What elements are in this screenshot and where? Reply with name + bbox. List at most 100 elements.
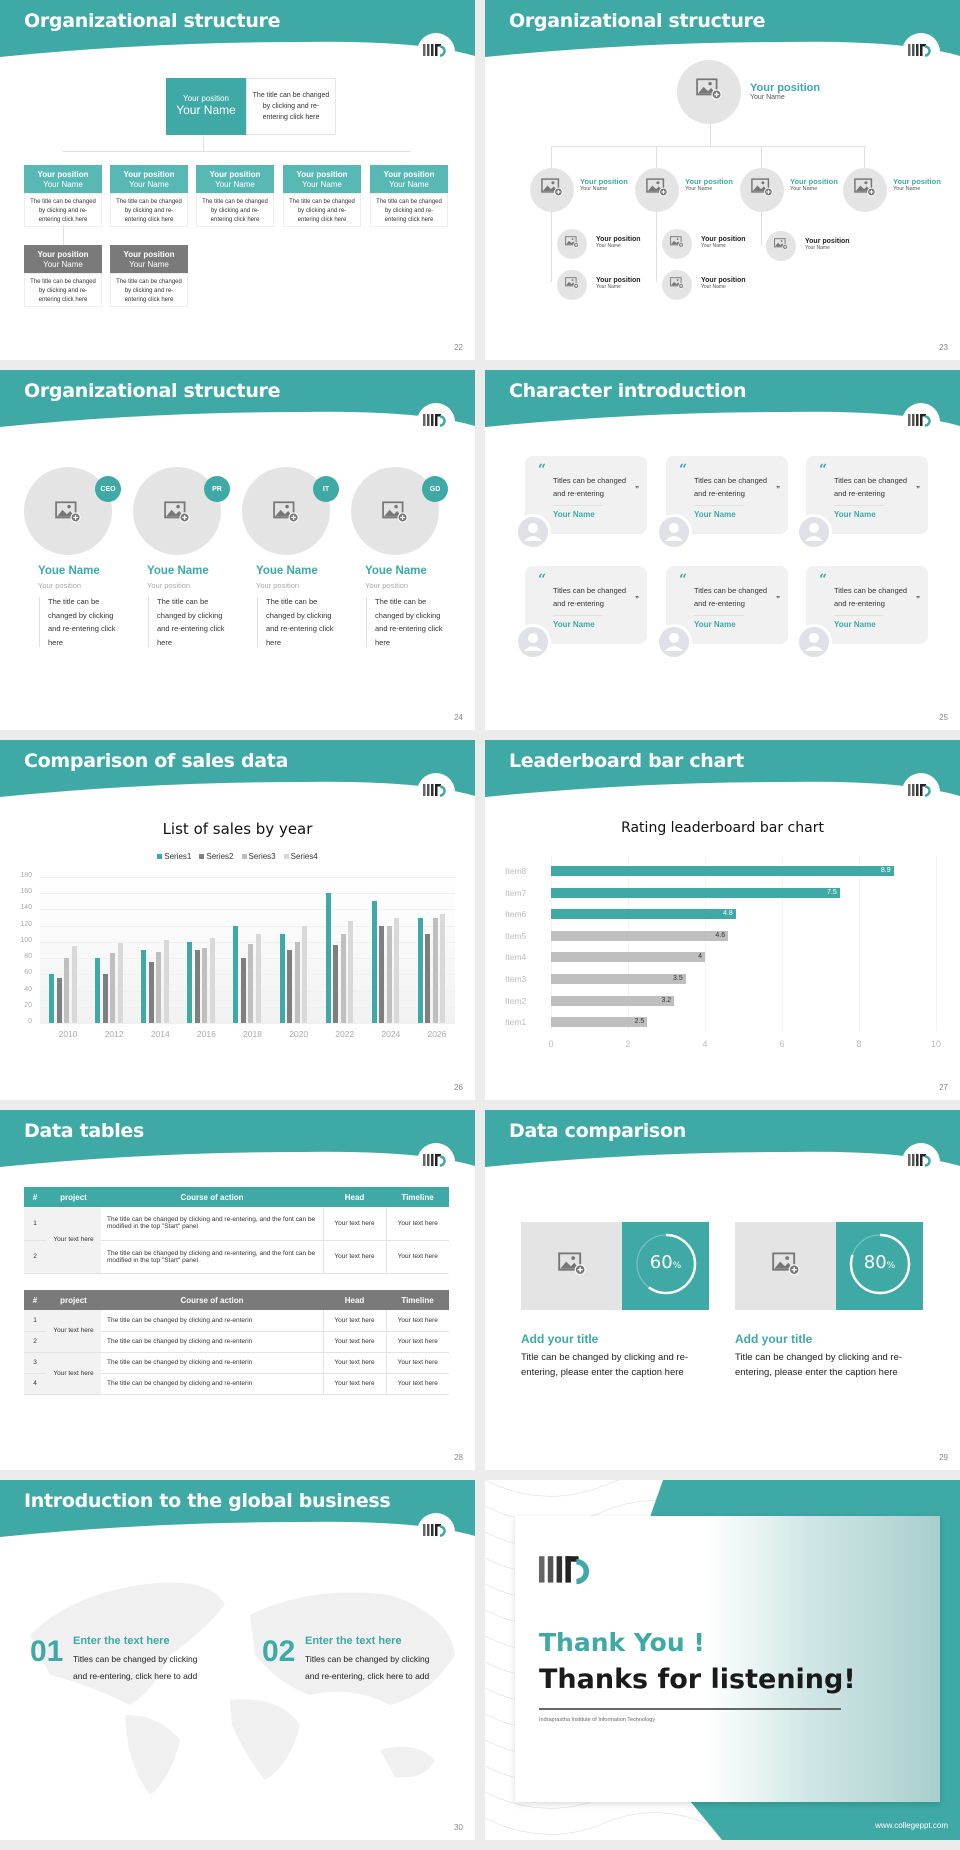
world-map-background (10, 1565, 465, 1800)
table-row: 1 Your text here The title can be changed … (24, 1310, 449, 1353)
image-add-icon[interactable] (273, 501, 299, 528)
chart-title: Rating leaderboard bar chart (621, 820, 824, 836)
bar[interactable] (348, 920, 354, 1023)
bar[interactable] (141, 950, 147, 1023)
bar[interactable] (379, 925, 385, 1023)
bar[interactable] (279, 933, 285, 1023)
gridline (859, 856, 860, 1031)
bar[interactable] (187, 941, 193, 1023)
org-box: Your position Your Name The title can be c… (370, 165, 448, 227)
avatar-placeholder[interactable] (677, 60, 741, 124)
gridline (40, 941, 455, 943)
slide-title: Organizational structure (24, 10, 281, 32)
avatar-placeholder[interactable] (740, 168, 784, 212)
iiitd-logo-icon (908, 783, 934, 802)
y-tick: 100 (20, 936, 32, 944)
bar[interactable] (233, 925, 239, 1023)
avatar-placeholder[interactable] (662, 229, 692, 259)
image-add-icon[interactable] (164, 501, 190, 528)
slide-s23: Organizational structure 23 Your position Y… (485, 0, 960, 360)
bar[interactable]: 3.2 (551, 995, 675, 1006)
bar[interactable] (440, 913, 446, 1023)
y-tick: 180 (20, 872, 32, 879)
gridline (40, 974, 455, 976)
page-number: 30 (454, 1823, 463, 1832)
avatar-placeholder[interactable] (662, 270, 692, 300)
bar[interactable] (333, 945, 339, 1023)
bar[interactable]: 4.8 (551, 909, 736, 920)
bar[interactable]: 2.5 (551, 1017, 648, 1028)
divider (834, 505, 884, 506)
bar[interactable]: 7.5 (551, 887, 840, 898)
bar[interactable] (340, 933, 346, 1023)
bar[interactable] (394, 917, 400, 1023)
bar[interactable] (240, 958, 246, 1023)
slide-title: Comparison of sales data (24, 750, 289, 772)
bar[interactable] (287, 950, 293, 1023)
image-placeholder[interactable] (521, 1222, 622, 1310)
action-cell: The title can be changed by clicking and… (101, 1352, 323, 1374)
bar[interactable] (102, 974, 108, 1023)
bar[interactable] (64, 958, 69, 1023)
bar[interactable] (302, 925, 308, 1023)
image-add-icon[interactable] (55, 501, 81, 528)
role-badge: CEO (95, 476, 121, 502)
gridline (628, 856, 629, 1031)
org-box-desc: The title can be changed by clicking and… (110, 193, 188, 227)
slide-s22: Organizational structure 22 Your position Y… (0, 0, 475, 360)
bar[interactable] (156, 951, 162, 1023)
bar[interactable] (95, 958, 101, 1023)
website-link: www.collegeppt.com (875, 1821, 948, 1830)
page-number: 26 (454, 1083, 463, 1092)
slide-header: Data comparison (485, 1110, 960, 1170)
name-label: Your Name (685, 186, 713, 193)
org-box-header: Your position Your Name (24, 165, 102, 193)
divider (694, 505, 744, 506)
bar[interactable] (163, 940, 169, 1023)
close-quote-icon: ” (635, 485, 639, 494)
bar[interactable] (386, 925, 392, 1023)
avatar-placeholder[interactable] (557, 229, 587, 259)
bar[interactable] (432, 917, 438, 1023)
bar[interactable]: 4 (551, 952, 705, 963)
bar[interactable] (194, 950, 200, 1023)
avatar-placeholder[interactable] (843, 168, 887, 212)
avatar-placeholder[interactable] (635, 168, 679, 212)
data-label: 4.6 (715, 931, 726, 939)
bar[interactable] (371, 901, 377, 1023)
bar[interactable] (117, 942, 123, 1023)
bar[interactable] (255, 933, 261, 1023)
bar[interactable] (56, 978, 62, 1023)
bar[interactable] (110, 953, 116, 1023)
bar[interactable] (71, 945, 77, 1023)
avatar-placeholder[interactable] (557, 270, 587, 300)
percent-unit: % (886, 1261, 896, 1271)
user-icon (524, 633, 542, 651)
bar[interactable] (209, 937, 215, 1023)
bar[interactable] (49, 974, 54, 1023)
bar[interactable] (248, 943, 254, 1023)
bar[interactable]: 3.5 (551, 974, 686, 984)
avatar-placeholder[interactable] (766, 231, 796, 261)
logo (902, 773, 940, 811)
bar[interactable] (148, 962, 154, 1023)
avatar-placeholder[interactable] (530, 168, 574, 212)
position-label: Your position (596, 277, 641, 284)
bar[interactable]: 8.9 (551, 866, 894, 876)
image-placeholder[interactable] (735, 1222, 836, 1310)
y-tick: Item4 (505, 952, 527, 963)
item-number: 02 (262, 1635, 296, 1668)
slide-s29: Data comparison 29 60% Add your title Title … (485, 1110, 960, 1470)
bar[interactable]: 4.6 (551, 930, 729, 941)
close-quote-icon: ” (916, 485, 920, 494)
level2-label: Your position Your Name (790, 177, 838, 192)
bar[interactable] (325, 893, 331, 1023)
item-title: Add your title (735, 1332, 813, 1346)
bar[interactable] (294, 941, 300, 1023)
bar[interactable] (417, 917, 423, 1023)
x-tick: 2026 (427, 1029, 447, 1039)
image-add-icon[interactable] (382, 501, 408, 528)
bar[interactable] (202, 948, 208, 1023)
bar[interactable] (425, 933, 431, 1023)
org-box-desc: The title can be changed by clicking and… (110, 273, 188, 307)
